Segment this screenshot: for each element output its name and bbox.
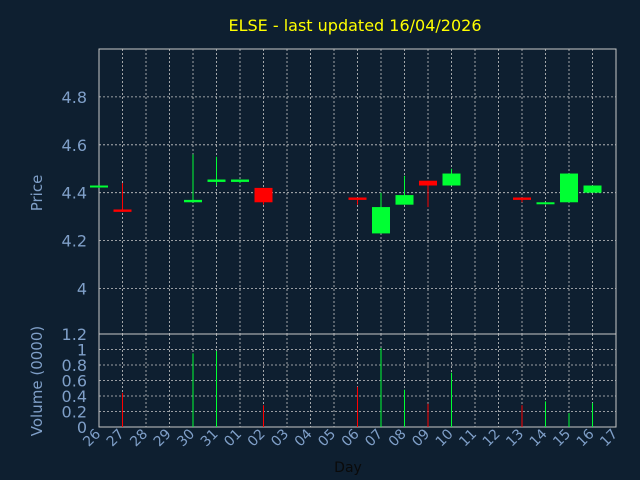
candle-body <box>113 209 132 212</box>
candle-body <box>395 195 414 205</box>
price-tick-label: 4.2 <box>62 232 87 251</box>
price-plot-area <box>98 48 617 335</box>
volume-tick-label: 0.8 <box>62 356 87 375</box>
price-tick-label: 4.4 <box>62 184 87 203</box>
candle-body <box>513 197 531 200</box>
candle-body <box>583 185 602 193</box>
candle-body <box>207 179 226 182</box>
price-tick-label: 4.6 <box>62 136 87 155</box>
volume-tick-label: 0.2 <box>62 403 87 422</box>
volume-tick-label: 1.2 <box>62 325 87 344</box>
price-panel: 4 4.2 4.4 4.6 4.8 <box>62 48 617 335</box>
chart-title: ELSE - last updated 16/04/2026 <box>228 16 481 35</box>
price-tick-label: 4.8 <box>62 88 87 107</box>
candle-body <box>372 207 390 234</box>
candle-body <box>348 197 367 200</box>
x-axis: 26 27 28 29 30 31 01 02 03 04 05 06 07 08 09 10 11 12 13 14… <box>80 426 621 450</box>
volume-tick-label: 0.6 <box>62 372 87 391</box>
price-tick-label: 4 <box>77 279 87 298</box>
candle-body <box>442 173 461 186</box>
candle-body <box>184 199 202 203</box>
x-axis-label: Day <box>334 460 362 476</box>
candle-body <box>419 180 437 186</box>
candle-body <box>560 173 578 203</box>
candle-body <box>90 185 108 188</box>
volume-tick-label: 0 <box>77 418 87 437</box>
volume-tick-label: 1 <box>77 341 87 360</box>
volume-axis-label: Volume (0000) <box>28 326 46 436</box>
volume-tick-label: 0.4 <box>62 387 87 406</box>
price-axis-label: Price <box>28 175 46 212</box>
volume-panel: 00.20.40.60.811.2 <box>62 325 617 437</box>
candle-body <box>231 179 249 182</box>
candle-body <box>254 187 273 203</box>
candle-body <box>536 202 555 205</box>
